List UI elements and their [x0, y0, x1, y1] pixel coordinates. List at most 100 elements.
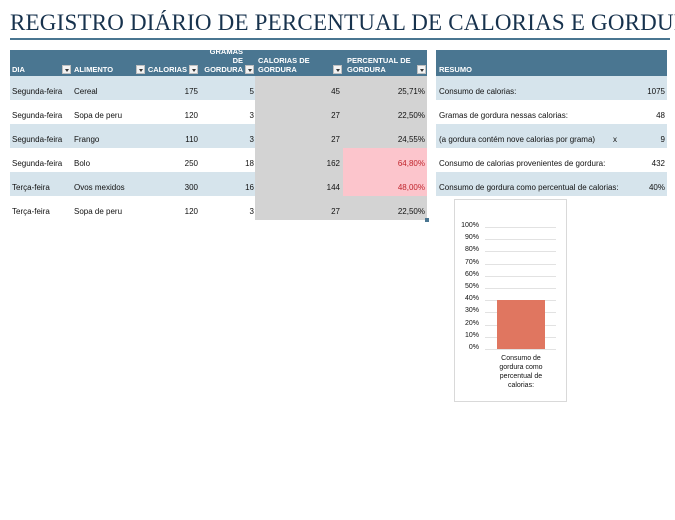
- summary-header-label: RESUMO: [439, 65, 472, 74]
- cell-cal-gordura[interactable]: 45: [255, 76, 343, 100]
- cell-alimento[interactable]: Cereal: [74, 87, 98, 96]
- cell-percentual-highlight[interactable]: 48,00%: [343, 172, 427, 196]
- header-percentual[interactable]: PERCENTUAL DE GORDURA: [343, 50, 427, 76]
- table-row: Segunda-feira Frango 110 3 27 24,55%: [10, 124, 427, 148]
- header-gramas[interactable]: GRAMAS DE GORDURA: [199, 47, 255, 76]
- table-resize-handle[interactable]: [425, 218, 429, 222]
- table-row: Terça-feira Ovos mexidos 300 16 144 48,0…: [10, 172, 427, 196]
- summary-label[interactable]: Consumo de calorias provenientes de gord…: [439, 159, 606, 168]
- chart-y-tick-label: 90%: [464, 234, 479, 241]
- cell-gramas[interactable]: 16: [245, 183, 254, 192]
- cell-gramas[interactable]: 3: [249, 207, 254, 216]
- cell-percentual[interactable]: 25,71%: [343, 76, 427, 100]
- chart-y-tick-label: 30%: [464, 307, 479, 314]
- filter-dropdown-icon[interactable]: [62, 65, 71, 74]
- cell-percentual[interactable]: 22,50%: [343, 100, 427, 124]
- chart-y-tick-label: 0%: [468, 344, 479, 351]
- summary-value[interactable]: 1075: [647, 87, 665, 96]
- summary-header: RESUMO: [436, 50, 667, 76]
- header-label: CALORIAS: [147, 65, 187, 74]
- chart-gridline: [485, 239, 556, 240]
- summary-value[interactable]: 432: [651, 159, 665, 168]
- summary-value[interactable]: 40%: [648, 183, 665, 192]
- summary-row: Consumo de calorias: 1075: [436, 76, 667, 100]
- fat-percentage-chart[interactable]: 0% 10% 20% 30% 40% 50% 60% 70% 80% 90% 100% Consumo…: [454, 199, 567, 402]
- cell-dia[interactable]: Segunda-feira: [12, 87, 63, 96]
- cell-calorias[interactable]: 175: [184, 87, 198, 96]
- cell-gramas[interactable]: 18: [245, 159, 254, 168]
- cell-calorias[interactable]: 250: [184, 159, 198, 168]
- cell-calorias[interactable]: 300: [184, 183, 198, 192]
- header-cal-gordura[interactable]: CALORIAS DE GORDURA: [255, 50, 343, 76]
- cell-cal-gordura[interactable]: 27: [255, 124, 343, 148]
- cell-alimento[interactable]: Ovos mexidos: [74, 183, 125, 192]
- header-alimento[interactable]: ALIMENTO: [72, 50, 146, 76]
- page-title: REGISTRO DIÁRIO DE PERCENTUAL DE CALORIA…: [10, 8, 675, 40]
- chart-y-tick-label: 20%: [464, 320, 479, 327]
- summary-row: Consumo de calorias provenientes de gord…: [436, 148, 667, 172]
- chart-gridline: [485, 251, 556, 252]
- summary-row: Consumo de gordura como percentual de ca…: [436, 172, 667, 196]
- chart-gridline: [485, 264, 556, 265]
- cell-dia[interactable]: Segunda-feira: [12, 111, 63, 120]
- cell-percentual[interactable]: 24,55%: [343, 124, 427, 148]
- cell-dia[interactable]: Segunda-feira: [12, 159, 63, 168]
- cell-calorias[interactable]: 110: [185, 135, 198, 144]
- table-row: Terça-feira Sopa de peru 120 3 27 22,50%: [10, 196, 427, 220]
- summary-label[interactable]: Consumo de calorias:: [439, 87, 517, 96]
- summary-row: Gramas de gordura nessas calorias: 48: [436, 100, 667, 124]
- filter-dropdown-icon[interactable]: [189, 65, 198, 74]
- header-label: ALIMENTO: [74, 65, 114, 74]
- chart-y-tick-label: 50%: [464, 283, 479, 290]
- chart-gridline: [485, 276, 556, 277]
- table-row: Segunda-feira Cereal 175 5 45 25,71%: [10, 76, 427, 100]
- cell-cal-gordura[interactable]: 162: [255, 148, 343, 172]
- cell-gramas[interactable]: 5: [249, 87, 254, 96]
- filter-dropdown-icon[interactable]: [333, 65, 342, 74]
- filter-dropdown-icon[interactable]: [136, 65, 145, 74]
- table-header: DIA ALIMENTO CALORIAS GRAMAS DE GORDURA …: [10, 47, 427, 76]
- header-label: PERCENTUAL DE GORDURA: [347, 56, 411, 74]
- summary-label[interactable]: (a gordura contém nove calorias por gram…: [439, 135, 596, 144]
- cell-alimento[interactable]: Frango: [74, 135, 100, 144]
- cell-calorias[interactable]: 120: [184, 111, 198, 120]
- chart-y-tick-label: 80%: [464, 246, 479, 253]
- cell-cal-gordura[interactable]: 27: [255, 196, 343, 220]
- cell-dia[interactable]: Terça-feira: [12, 207, 50, 216]
- header-calorias[interactable]: CALORIAS: [146, 50, 199, 76]
- calorie-table: DIA ALIMENTO CALORIAS GRAMAS DE GORDURA …: [10, 47, 429, 222]
- summary-label[interactable]: Gramas de gordura nessas calorias:: [439, 111, 568, 120]
- cell-gramas[interactable]: 3: [249, 111, 254, 120]
- cell-alimento[interactable]: Sopa de peru: [74, 111, 123, 120]
- cell-cal-gordura[interactable]: 144: [255, 172, 343, 196]
- chart-x-category-label: Consumo de gordura como percentual de ca…: [499, 355, 543, 389]
- table-row: Segunda-feira Sopa de peru 120 3 27 22,5…: [10, 100, 427, 124]
- cell-percentual-highlight[interactable]: 64,80%: [343, 148, 427, 172]
- cell-alimento[interactable]: Bolo: [74, 159, 91, 168]
- cell-gramas[interactable]: 3: [249, 135, 254, 144]
- filter-dropdown-icon[interactable]: [245, 65, 254, 74]
- chart-y-tick-label: 70%: [464, 259, 479, 266]
- chart-y-tick-label: 60%: [464, 271, 479, 278]
- chart-gridline: [485, 288, 556, 289]
- summary-value[interactable]: 9: [660, 135, 665, 144]
- cell-alimento[interactable]: Sopa de peru: [74, 207, 123, 216]
- summary-multiplier[interactable]: x: [613, 135, 617, 144]
- summary-row: (a gordura contém nove calorias por gram…: [436, 124, 667, 148]
- cell-percentual[interactable]: 22,50%: [343, 196, 427, 220]
- summary-panel: RESUMO Consumo de calorias: 1075 Gramas …: [436, 50, 667, 196]
- cell-dia[interactable]: Terça-feira: [12, 183, 50, 192]
- chart-y-tick-label: 10%: [464, 332, 479, 339]
- summary-label[interactable]: Consumo de gordura como percentual de ca…: [439, 183, 619, 192]
- cell-calorias[interactable]: 120: [184, 207, 198, 216]
- cell-dia[interactable]: Segunda-feira: [12, 135, 63, 144]
- chart-y-tick-label: 40%: [464, 295, 479, 302]
- chart-y-tick-label: 100%: [461, 222, 479, 229]
- chart-gridline: [485, 349, 556, 350]
- summary-value[interactable]: 48: [656, 111, 665, 120]
- filter-dropdown-icon[interactable]: [417, 65, 426, 74]
- cell-cal-gordura[interactable]: 27: [255, 100, 343, 124]
- chart-bar[interactable]: [497, 300, 545, 349]
- header-dia[interactable]: DIA: [10, 50, 72, 76]
- header-label: GRAMAS DE GORDURA: [204, 47, 243, 74]
